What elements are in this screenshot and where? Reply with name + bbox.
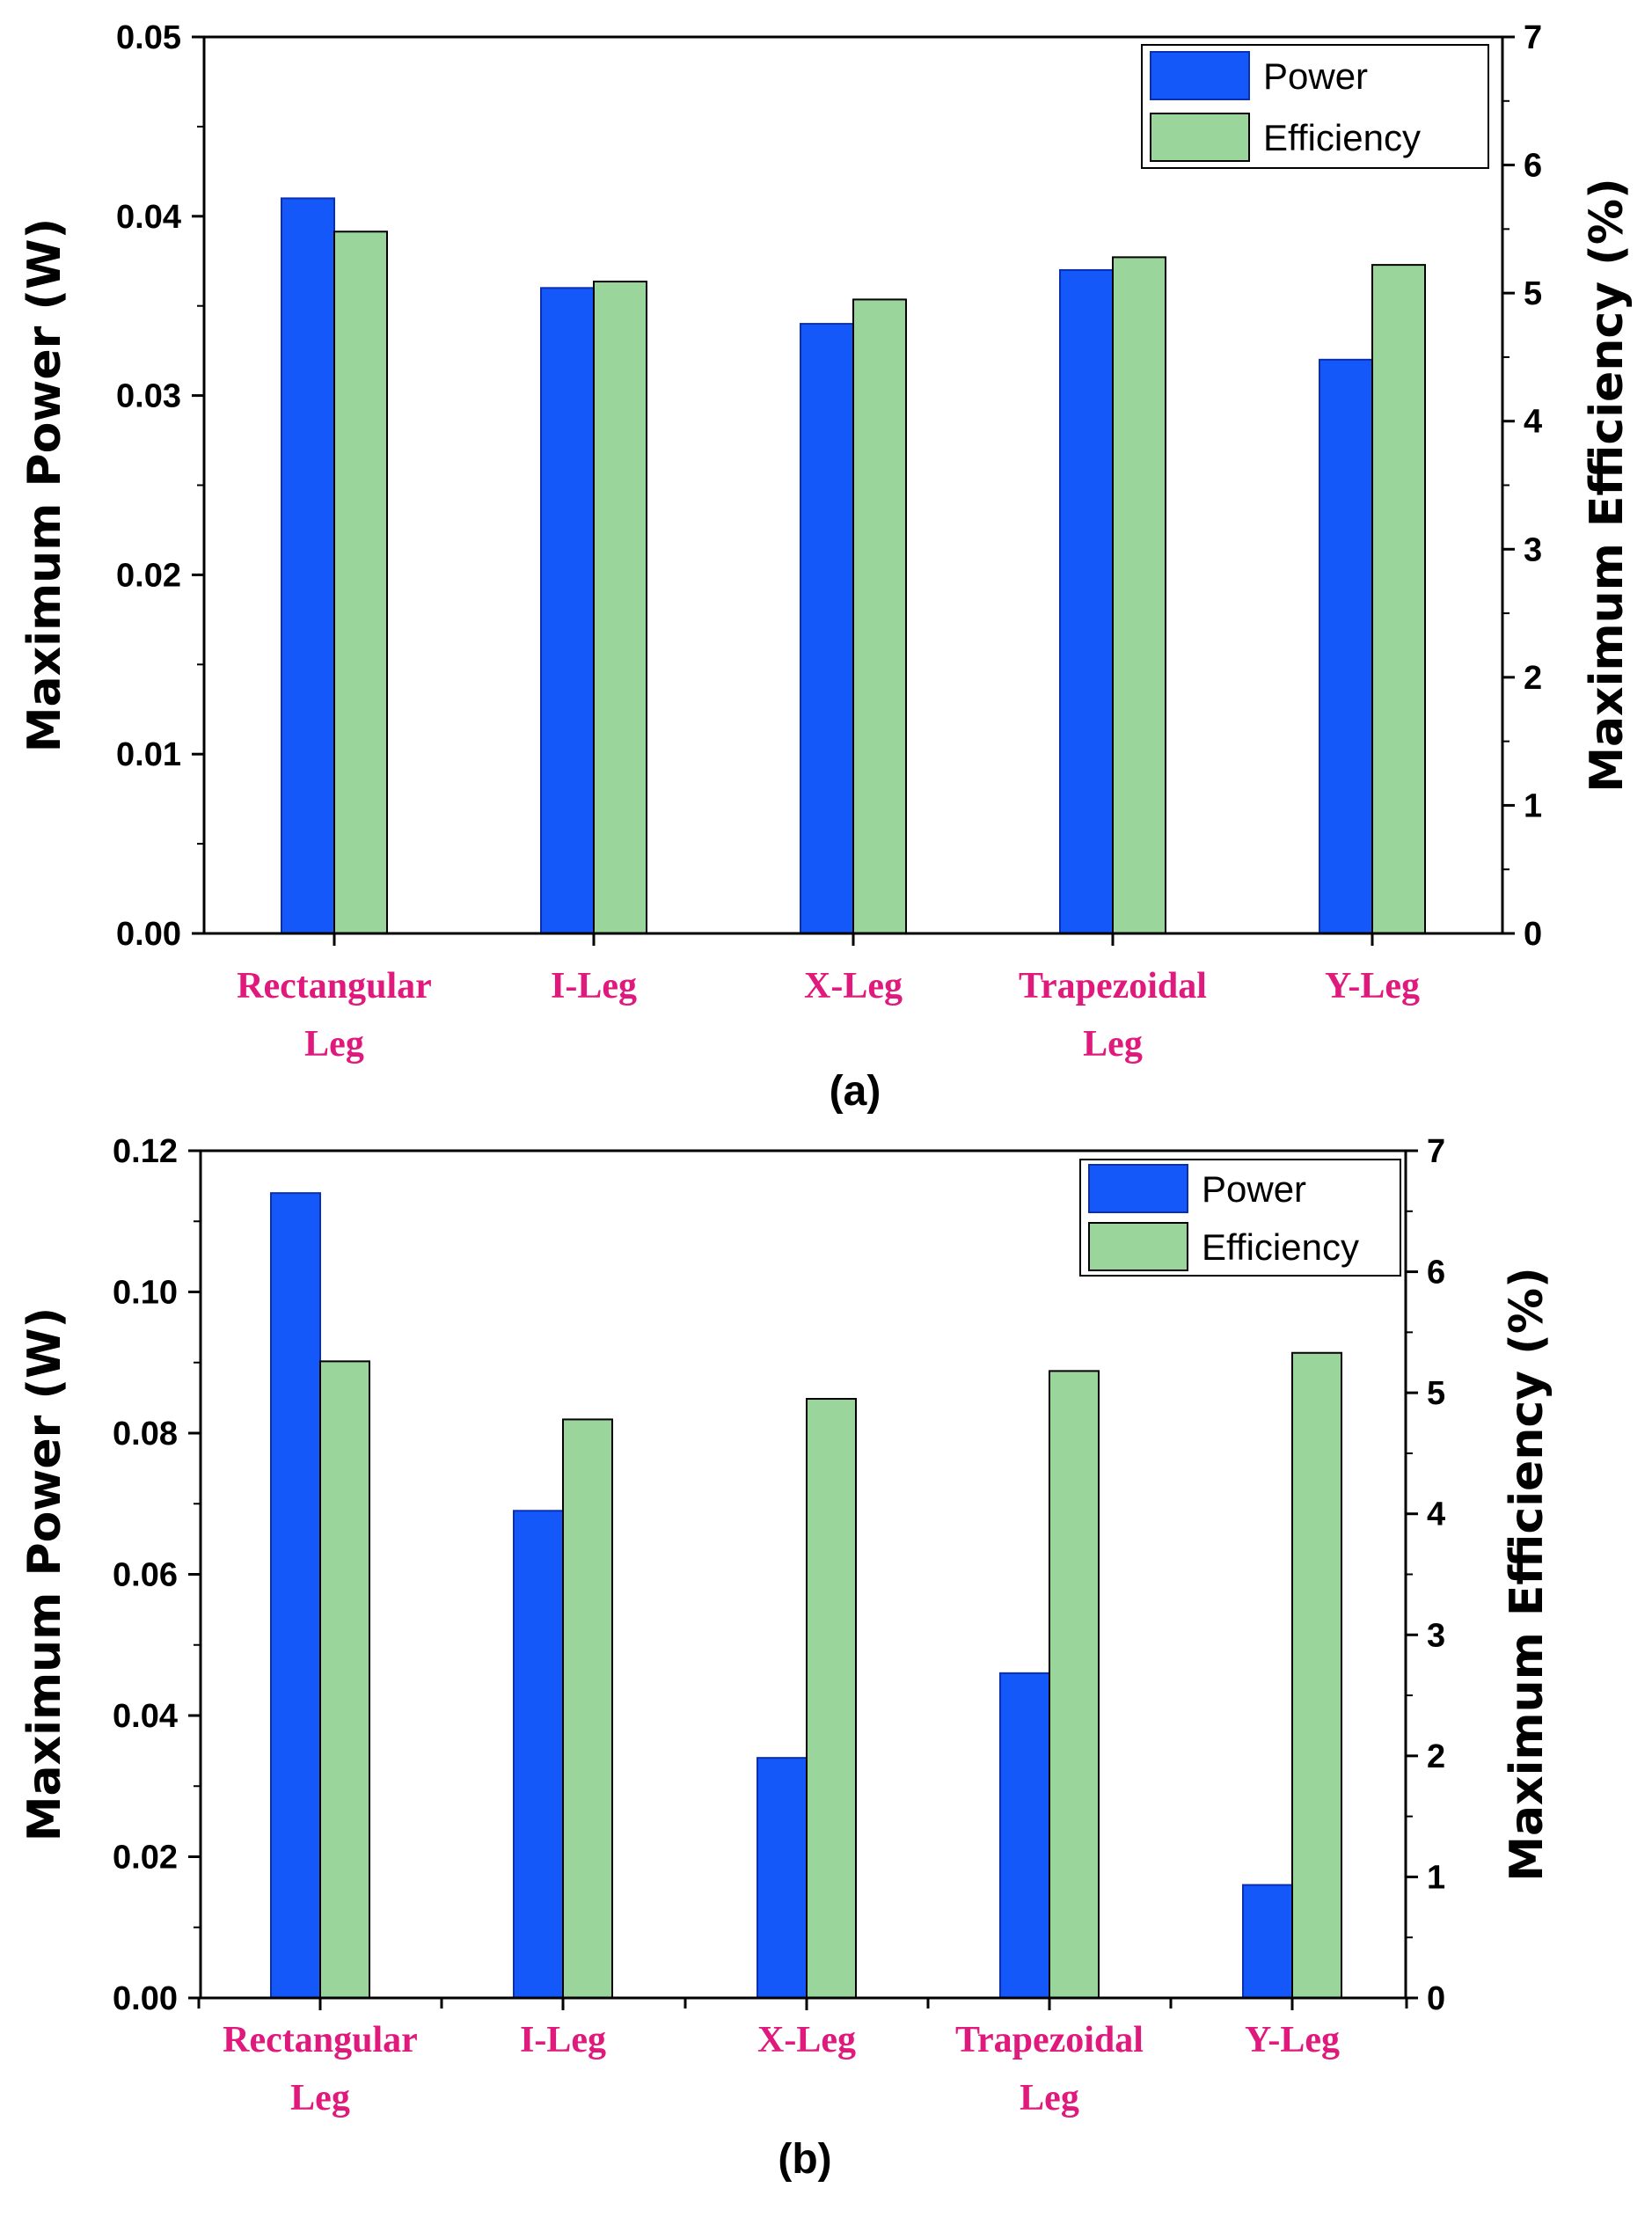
- power-bar: [757, 1757, 808, 2000]
- left-axis-title: Maximum Power (W): [18, 1307, 71, 1841]
- efficiency-bar: [806, 1398, 857, 2000]
- right-tick-label: 6: [1427, 1255, 1445, 1291]
- left-tick-label: 0.02: [116, 557, 181, 594]
- left-tick-label: 0.03: [116, 378, 181, 415]
- legend-efficiency-label: Efficiency: [1263, 117, 1421, 158]
- right-tick-label: 7: [1427, 1133, 1445, 1170]
- legend-power-label: Power: [1202, 1168, 1306, 1210]
- efficiency-bar: [319, 1360, 370, 1999]
- category-label: Trapezoidal: [955, 2020, 1144, 2060]
- legend: Power Efficiency: [1141, 44, 1489, 169]
- right-axis-title: Maximum Efficiency (%): [1581, 178, 1634, 793]
- efficiency-bar: [593, 281, 647, 934]
- power-bar: [1319, 358, 1373, 934]
- right-tick-label: 4: [1524, 404, 1542, 441]
- power-bar: [999, 1672, 1050, 1999]
- category-label: Y-Leg: [1245, 2020, 1340, 2060]
- chart-panel-b: 0.00 0.02 0.04 0.06 0.08 0.10 0.12 0 1 2 3 4 5 6 7 Rect…: [18, 1133, 1553, 2183]
- right-tick-label: 5: [1524, 275, 1542, 312]
- left-tick-label: 0.06: [113, 1557, 178, 1594]
- right-tick-label: 5: [1427, 1375, 1445, 1412]
- legend-efficiency-label: Efficiency: [1202, 1226, 1359, 1268]
- left-tick-label: 0.04: [113, 1698, 178, 1735]
- category-label: X-Leg: [804, 966, 903, 1006]
- right-axis-title: Maximum Efficiency (%): [1501, 1267, 1553, 1882]
- efficiency-bar: [1291, 1351, 1342, 1999]
- power-bar: [513, 1510, 564, 1999]
- category-label: Leg: [304, 1024, 364, 1065]
- left-tick-label: 0.00: [113, 1980, 178, 2017]
- power-bar: [270, 1192, 321, 1999]
- right-tick-label: 0: [1427, 1980, 1445, 2017]
- power-bar: [800, 323, 854, 934]
- power-bar: [540, 287, 595, 934]
- right-tick-label: 6: [1524, 148, 1542, 185]
- power-bar: [281, 197, 335, 935]
- category-label: Leg: [1083, 1024, 1143, 1065]
- right-tick-label: 1: [1427, 1859, 1445, 1896]
- category-label: Leg: [1020, 2078, 1079, 2118]
- right-tick-label: 7: [1524, 19, 1542, 56]
- category-label: Rectangular: [237, 966, 432, 1006]
- chart-panel-a: 0.00 0.01 0.02 0.03 0.04 0.05 0 1 2 3 4 5 6 7 Rectangu…: [18, 19, 1634, 1115]
- efficiency-bar: [852, 298, 907, 934]
- category-label: I-Leg: [520, 2020, 606, 2060]
- category-label: Leg: [290, 2078, 350, 2118]
- left-tick-label: 0.08: [113, 1416, 178, 1452]
- category-label: Trapezoidal: [1019, 966, 1207, 1006]
- left-axis-title: Maximum Power (W): [18, 218, 71, 752]
- legend: Power Efficiency: [1079, 1159, 1401, 1277]
- right-tick-label: 2: [1524, 660, 1542, 697]
- power-bar: [1242, 1884, 1293, 2000]
- left-tick-label: 0.01: [116, 736, 181, 773]
- right-tick-label: 3: [1524, 531, 1542, 568]
- efficiency-bar: [1112, 256, 1166, 934]
- category-label: Y-Leg: [1325, 966, 1420, 1006]
- right-tick-label: 4: [1427, 1496, 1445, 1533]
- right-tick-label: 0: [1524, 916, 1542, 953]
- left-tick-label: 0.04: [116, 199, 181, 236]
- left-tick-label: 0.12: [113, 1133, 178, 1170]
- left-tick-label: 0.10: [113, 1275, 178, 1312]
- category-label: I-Leg: [551, 966, 637, 1006]
- category-label: Rectangular: [223, 2020, 418, 2060]
- legend-power-swatch: [1150, 51, 1250, 100]
- bars: [270, 1192, 1342, 2000]
- category-label: X-Leg: [757, 2020, 856, 2060]
- legend-power-swatch: [1088, 1164, 1188, 1213]
- panel-label: (a): [830, 1068, 881, 1115]
- left-tick-label: 0.02: [113, 1840, 178, 1877]
- efficiency-bar: [1049, 1370, 1100, 1999]
- bars: [281, 197, 1426, 935]
- legend-efficiency-swatch: [1150, 113, 1250, 162]
- right-tick-label: 2: [1427, 1738, 1445, 1775]
- left-tick-label: 0.00: [116, 916, 181, 953]
- efficiency-bar: [333, 230, 388, 935]
- legend-power-label: Power: [1263, 55, 1368, 97]
- efficiency-bar: [1371, 264, 1426, 935]
- right-tick-label: 1: [1524, 787, 1542, 824]
- left-tick-label: 0.05: [116, 19, 181, 56]
- legend-efficiency-swatch: [1088, 1222, 1188, 1271]
- right-tick-label: 3: [1427, 1617, 1445, 1654]
- efficiency-bar: [562, 1418, 613, 1999]
- power-bar: [1059, 268, 1114, 934]
- panel-label: (b): [778, 2136, 831, 2183]
